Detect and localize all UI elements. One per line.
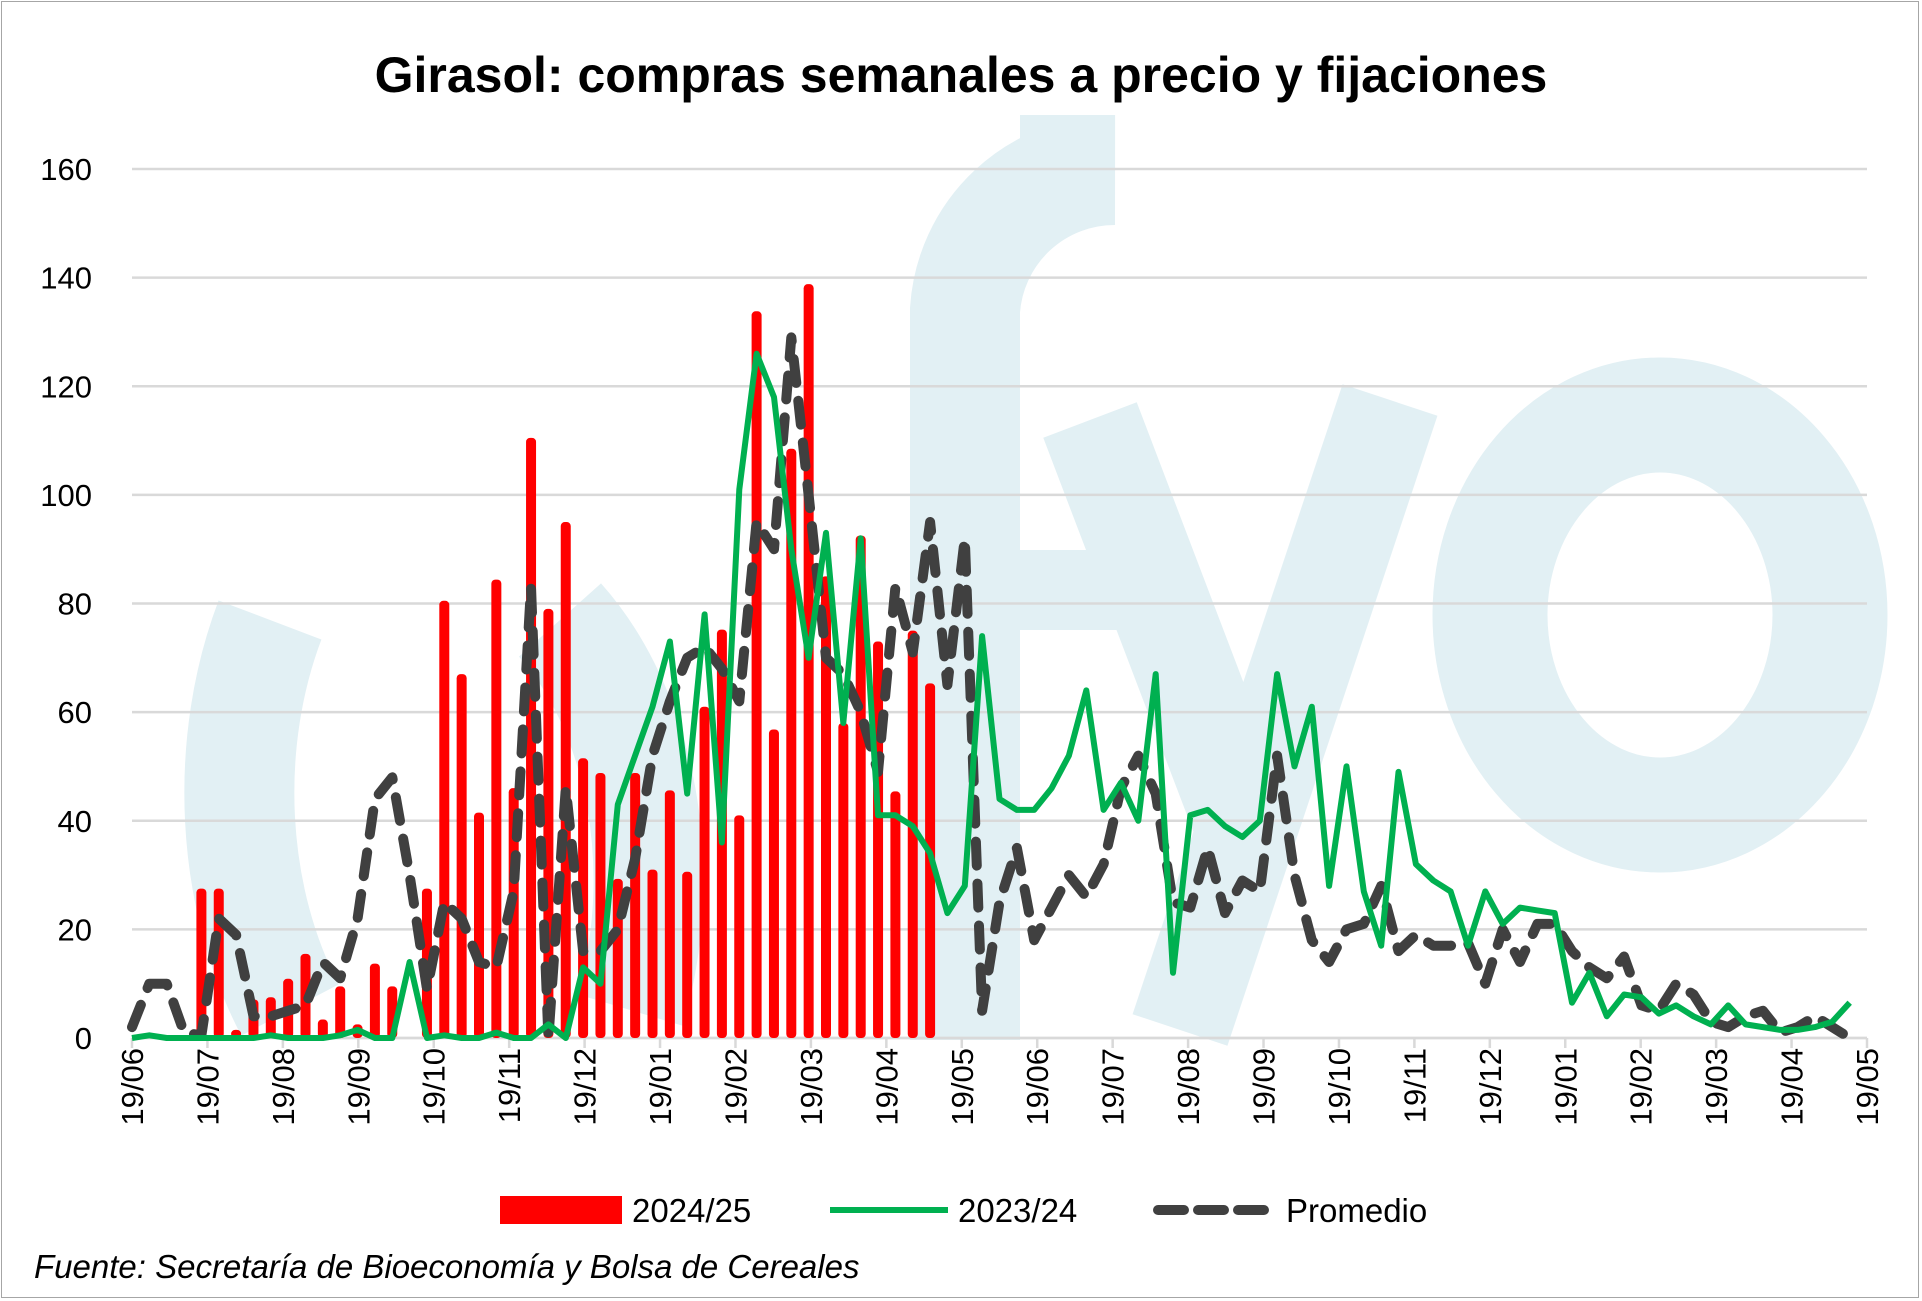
bar-2024-25 [560,522,571,1038]
bar-2024-25 [838,722,849,1038]
bars-2024-25 [196,284,936,1039]
lines [127,332,1855,1043]
x-tick-label: 19/10 [417,1048,452,1126]
x-tick-label: 19/06 [115,1048,150,1126]
legend-swatch-2024-25 [500,1196,622,1224]
x-tick-label: 19/01 [643,1048,678,1126]
x-tick-label: 19/06 [1020,1048,1055,1126]
x-tick-label: 19/05 [1850,1048,1885,1126]
x-tick-label: 19/09 [1247,1048,1282,1126]
bar-2024-25 [491,579,502,1038]
y-tick-label: 100 [40,478,92,513]
x-tick-label: 19/11 [492,1048,527,1123]
x-tick-label: 19/07 [1096,1048,1131,1126]
x-tick-label: 19/02 [718,1048,753,1126]
x-tick-label: 19/03 [794,1048,829,1126]
x-tick-label: 19/09 [341,1048,376,1126]
x-tick-label: 19/05 [945,1048,980,1126]
x-tick-label: 19/03 [1699,1048,1734,1126]
bar-2024-25 [456,674,467,1038]
watermark-f-shape [910,114,1117,1040]
bar-2024-25 [682,871,693,1038]
source-note: Fuente: Secretaría de Bioeconomía y Bols… [34,1248,859,1285]
bar-2024-25 [890,791,901,1038]
x-tick-label: 19/08 [1171,1048,1206,1126]
legend-label-2024-25: 2024/25 [632,1192,751,1229]
bar-2024-25 [873,641,884,1038]
bar-2024-25 [335,986,346,1038]
x-tick-label: 19/08 [266,1048,301,1126]
line-2023-24 [131,350,1852,1041]
fyo-watermark-logo [184,114,1888,1046]
x-axis-ticks: 19/06 19/07 19/08 19/09 19/10 19/11 19/12 19/01… [115,1038,1885,1126]
watermark-arc-shape [518,583,704,1026]
y-tick-label: 80 [58,587,92,622]
legend: 2024/25 2023/24 Promedio [500,1192,1427,1229]
y-tick-label: 40 [58,804,92,839]
bar-2024-25 [664,790,675,1038]
legend-label-2023-24: 2023/24 [958,1192,1077,1229]
watermark-o-shape [1432,357,1888,873]
bar-2024-25 [630,772,641,1038]
bar-2024-25 [317,1019,328,1038]
x-tick-label: 19/04 [869,1048,904,1126]
y-axis-ticks: 0 20 40 60 80 100 120 140 160 [40,152,92,1056]
bar-2024-25 [786,448,797,1039]
line-promedio [127,332,1855,1043]
x-tick-label: 19/12 [1473,1048,1508,1126]
bar-2024-25 [474,812,484,1038]
bar-2024-25 [734,815,745,1038]
bar-2024-25 [855,535,866,1038]
bar-2024-25 [647,869,658,1038]
y-tick-label: 120 [40,369,92,404]
y-tick-label: 20 [58,912,92,947]
bar-2024-25 [803,284,814,1039]
y-tick-label: 160 [40,152,92,187]
bar-2024-25 [595,772,606,1038]
x-tick-label: 19/12 [568,1048,603,1126]
x-tick-label: 19/11 [1397,1048,1432,1123]
bar-2024-25 [768,729,779,1038]
bar-2024-25 [369,963,380,1038]
y-tick-label: 60 [58,695,92,730]
bar-2024-25 [907,630,918,1038]
chart-title: Girasol: compras semanales a precio y fi… [375,47,1548,103]
x-tick-label: 19/04 [1775,1048,1810,1126]
bar-2024-25 [439,600,450,1038]
bar-2024-25 [821,576,831,1038]
y-tick-label: 140 [40,261,92,296]
x-tick-label: 19/01 [1548,1048,1583,1126]
y-tick-label: 0 [75,1021,92,1056]
x-tick-label: 19/07 [190,1048,225,1126]
x-tick-label: 19/10 [1322,1048,1357,1126]
legend-label-promedio: Promedio [1286,1192,1427,1229]
x-tick-label: 19/02 [1624,1048,1659,1126]
bar-2024-25 [699,706,710,1038]
watermark-arc-shape [184,600,339,1036]
bar-2024-25 [751,311,762,1039]
